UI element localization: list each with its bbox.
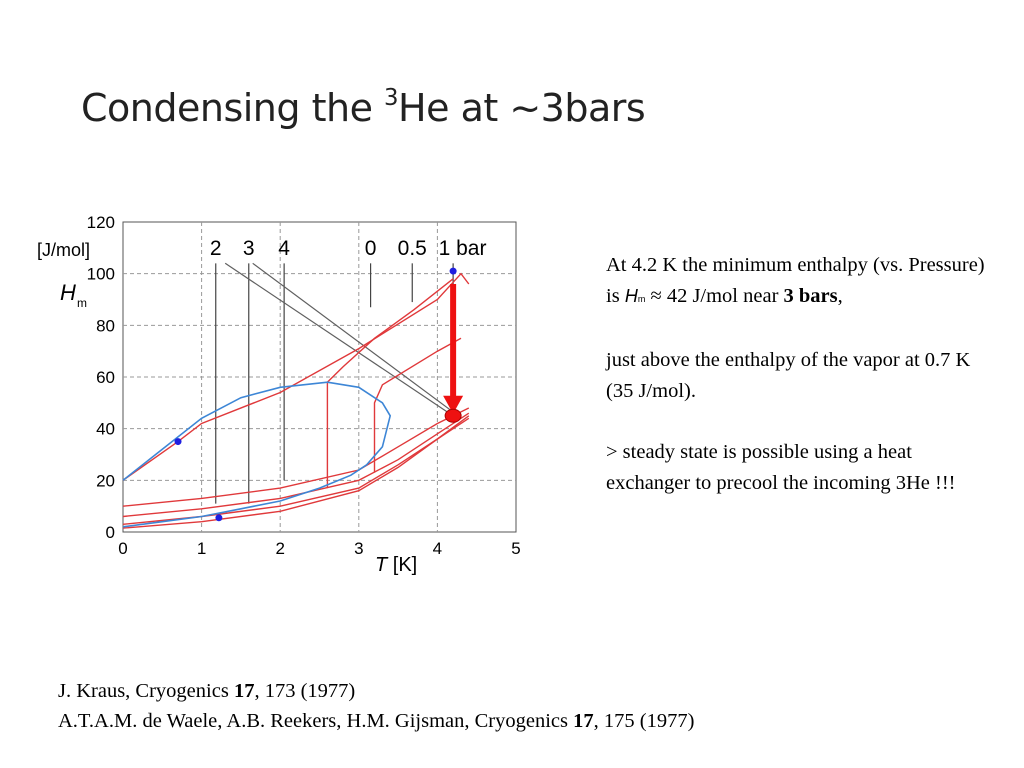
note-1-text-b: ≈ 42 J/mol near xyxy=(645,285,784,307)
slide-title: Condensing the 3He at ~3bars xyxy=(81,85,646,130)
pressure-label: 4 xyxy=(278,237,290,260)
reference-2-text: A.T.A.M. de Waele, A.B. Reekers, H.M. Gi… xyxy=(58,710,574,732)
isobar-line xyxy=(326,278,454,489)
reference-2-volume: 17 xyxy=(573,710,594,732)
y-tick-label: 120 xyxy=(87,213,115,232)
note-1-text-a: At 4.2 K the minimum enthalpy (vs. Press… xyxy=(606,254,985,307)
data-point xyxy=(174,438,182,446)
y-axis-symbol: H xyxy=(60,280,76,305)
isobar-line xyxy=(373,337,462,473)
x-tick-label: 4 xyxy=(433,539,442,558)
title-rest: He at ~3bars xyxy=(398,86,646,130)
pressure-label: 3 xyxy=(243,237,255,260)
condensing-arrow-head xyxy=(443,395,464,414)
references: J. Kraus, Cryogenics 17, 173 (1977) A.T.… xyxy=(58,676,694,736)
note-1-text-c: , xyxy=(837,285,843,307)
x-axis-symbol: T xyxy=(375,554,389,576)
data-point xyxy=(449,267,457,275)
guide-line xyxy=(224,262,450,414)
y-tick-label: 80 xyxy=(96,316,115,335)
title-superscript: 3 xyxy=(384,85,399,112)
x-tick-label: 0 xyxy=(118,539,127,558)
pressure-label: 0.5 xyxy=(398,237,427,260)
enthalpy-chart: 0 1 2 3 4 5 0 20 40 60 80 100 120 2 3 4 0 0.5 1 bar [J/mo… xyxy=(25,205,545,585)
x-tick-label: 1 xyxy=(197,539,206,558)
note-minimum-enthalpy: At 4.2 K the minimum enthalpy (vs. Press… xyxy=(606,250,996,315)
data-point xyxy=(215,514,223,522)
y-tick-label: 40 xyxy=(96,420,115,439)
x-tick-label: 3 xyxy=(354,539,363,558)
y-tick-label: 20 xyxy=(96,471,115,490)
isobar-line xyxy=(122,407,470,507)
note-1-bold: 3 bars xyxy=(783,285,838,307)
note-vapor-enthalpy: just above the enthalpy of the vapor at … xyxy=(606,349,971,402)
x-axis-label: T [K] xyxy=(375,554,417,576)
y-axis-label: [J/mol] H m xyxy=(37,240,90,310)
reference-1: J. Kraus, Cryogenics 17, 173 (1977) xyxy=(58,676,694,706)
reference-1-text: J. Kraus, Cryogenics xyxy=(58,680,234,702)
x-axis-unit: [K] xyxy=(387,554,417,576)
note-1-symbol: H xyxy=(624,286,638,306)
isobar-line xyxy=(122,412,470,518)
reference-2-pages: , 175 (1977) xyxy=(593,710,695,732)
isobar-line xyxy=(122,272,470,481)
isobar-line xyxy=(122,415,470,525)
y-axis-unit: [J/mol] xyxy=(37,240,90,260)
y-tick-label: 60 xyxy=(96,368,115,387)
guide-line xyxy=(252,262,456,414)
isobar-line xyxy=(122,417,470,529)
note-1-subscript: m xyxy=(637,294,646,304)
y-axis-subscript: m xyxy=(77,296,87,310)
notes-panel: At 4.2 K the minimum enthalpy (vs. Press… xyxy=(606,250,996,529)
title-main: Condensing the xyxy=(81,86,385,130)
grid xyxy=(123,222,516,532)
pressure-label: 2 xyxy=(210,237,222,260)
y-tick-label: 100 xyxy=(87,265,115,284)
saturation-curve xyxy=(122,381,392,528)
series-layer xyxy=(122,262,470,529)
reference-2: A.T.A.M. de Waele, A.B. Reekers, H.M. Gi… xyxy=(58,706,694,736)
highlight-point xyxy=(444,408,462,423)
note-steady-state: > steady state is possible using a heat … xyxy=(606,441,956,494)
x-tick-label: 5 xyxy=(511,539,520,558)
y-tick-label: 0 xyxy=(106,523,115,542)
reference-1-volume: 17 xyxy=(233,680,255,702)
x-tick-label: 2 xyxy=(275,539,284,558)
marks-layer: 2 3 4 0 0.5 1 bar xyxy=(174,237,487,522)
pressure-label: 1 bar xyxy=(439,237,487,260)
pressure-label: 0 xyxy=(365,237,377,260)
reference-1-pages: , 173 (1977) xyxy=(254,680,356,702)
